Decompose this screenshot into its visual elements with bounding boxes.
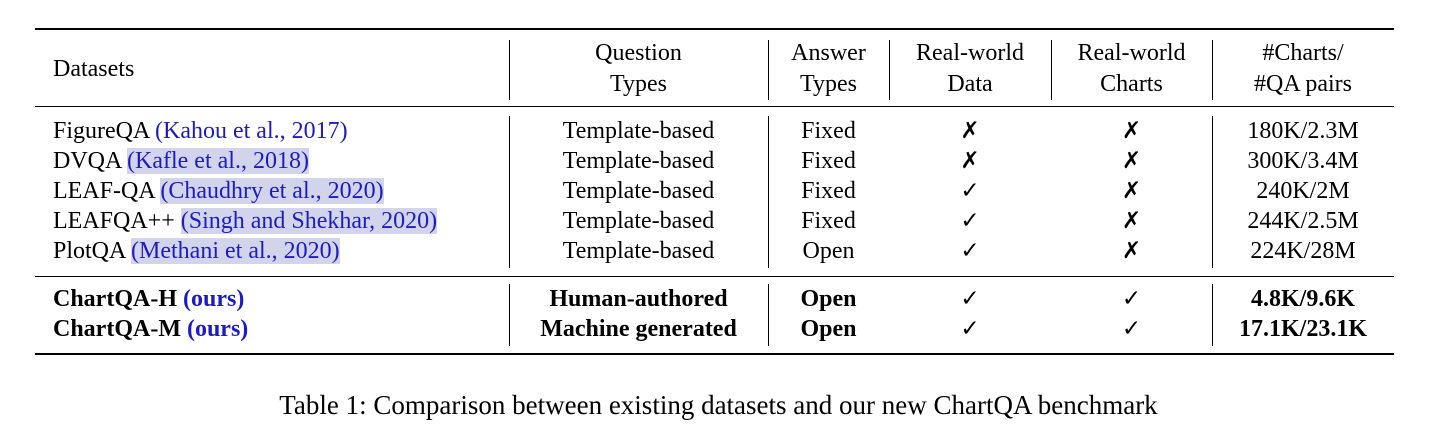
real-world-charts-mark: ✗ [1121, 118, 1142, 144]
question-type: Human-authored [549, 286, 728, 312]
header-charts-qa-pairs: #Charts/ #QA pairs [1212, 38, 1394, 100]
question-type: Template-based [562, 148, 715, 174]
top-rule [35, 28, 1394, 30]
charts-qa-count: 4.8K/9.6K [1250, 286, 1355, 312]
dataset-name: FigureQA (Kahou et al., 2017) [53, 116, 348, 146]
answer-type: Fixed [801, 178, 856, 204]
header-line: Answer [791, 40, 866, 66]
charts-qa-count: 300K/3.4M [1247, 148, 1359, 174]
answer-type: Fixed [801, 118, 856, 144]
charts-qa-count: 240K/2M [1256, 178, 1350, 204]
real-world-data-mark: ✓ [960, 208, 980, 234]
dataset-name: ChartQA-M (ours) [53, 314, 248, 344]
header-line: #Charts/ [1262, 40, 1344, 66]
dataset-name: DVQA (Kafle et al., 2018) [53, 146, 309, 176]
charts-qa-count: 180K/2.3M [1247, 118, 1359, 144]
header-real-world-charts: Real-world Charts [1051, 38, 1212, 100]
answer-type: Fixed [801, 208, 856, 234]
dataset-label: DVQA [53, 148, 122, 174]
real-world-data-mark: ✓ [960, 178, 980, 204]
column-separator [509, 116, 510, 268]
column-separator [1212, 40, 1213, 100]
real-world-charts-mark: ✓ [1121, 286, 1142, 312]
real-world-data-mark: ✓ [960, 316, 980, 342]
real-world-charts-mark: ✗ [1121, 178, 1142, 204]
header-datasets: Datasets [53, 56, 135, 82]
real-world-charts-mark: ✗ [1121, 208, 1142, 234]
header-line: Types [800, 71, 857, 97]
answer-type: Open [800, 286, 857, 312]
citation-link[interactable]: (Methani et al., 2020) [131, 238, 340, 264]
column-separator [1051, 40, 1052, 100]
real-world-charts-mark: ✓ [1121, 316, 1142, 342]
charts-qa-count: 224K/28M [1250, 238, 1356, 264]
header-line: Types [610, 71, 667, 97]
question-type: Template-based [562, 208, 715, 234]
dataset-name: PlotQA (Methani et al., 2020) [53, 236, 340, 266]
bottom-rule [35, 353, 1394, 355]
header-line: #QA pairs [1254, 71, 1352, 97]
header-line: Charts [1100, 71, 1163, 97]
column-separator [1212, 284, 1213, 346]
header-line: Data [947, 71, 993, 97]
citation-link[interactable]: (Singh and Shekhar, 2020) [180, 208, 438, 234]
dataset-label: LEAFQA++ [53, 208, 175, 234]
dataset-name: LEAFQA++ (Singh and Shekhar, 2020) [53, 206, 438, 236]
header-line: Real-world [916, 40, 1024, 66]
header-line: Question [595, 40, 682, 66]
citation-link[interactable]: (Chaudhry et al., 2020) [160, 178, 384, 204]
header-real-world-data: Real-world Data [889, 38, 1051, 100]
header-answer-types: Answer Types [768, 38, 889, 100]
charts-qa-count: 244K/2.5M [1247, 208, 1359, 234]
citation-link[interactable]: (Kafle et al., 2018) [127, 148, 309, 174]
column-separator [889, 40, 890, 100]
answer-type: Fixed [801, 148, 856, 174]
mid-rule [35, 276, 1394, 277]
header-rule [35, 106, 1394, 107]
answer-type: Open [802, 238, 855, 264]
header-question-types: Question Types [509, 38, 768, 100]
column-separator [768, 116, 769, 268]
charts-qa-count: 17.1K/23.1K [1238, 316, 1367, 342]
header-line: Real-world [1077, 40, 1186, 66]
question-type: Machine generated [540, 316, 737, 342]
real-world-charts-mark: ✗ [1121, 238, 1142, 264]
ours-tag: (ours) [186, 316, 249, 342]
real-world-data-mark: ✗ [960, 148, 980, 174]
dataset-label: PlotQA [53, 238, 126, 264]
real-world-data-mark: ✓ [960, 286, 980, 312]
column-separator [509, 40, 510, 100]
dataset-name: LEAF-QA (Chaudhry et al., 2020) [53, 176, 384, 206]
dataset-label: FigureQA [53, 118, 149, 144]
citation-link[interactable]: (Kahou et al., 2017) [155, 118, 348, 144]
question-type: Template-based [562, 238, 715, 264]
dataset-label: ChartQA-M [53, 316, 181, 342]
column-separator [1212, 116, 1213, 268]
table-caption: Table 1: Comparison between existing dat… [279, 390, 1158, 420]
question-type: Template-based [562, 118, 715, 144]
column-separator [509, 284, 510, 346]
real-world-data-mark: ✓ [960, 238, 980, 264]
column-separator [768, 284, 769, 346]
answer-type: Open [800, 316, 857, 342]
question-type: Template-based [562, 178, 715, 204]
dataset-label: ChartQA-H [53, 286, 177, 312]
column-separator [768, 40, 769, 100]
real-world-data-mark: ✗ [960, 118, 980, 144]
real-world-charts-mark: ✗ [1121, 148, 1142, 174]
dataset-label: LEAF-QA [53, 178, 155, 204]
ours-tag: (ours) [182, 286, 245, 312]
dataset-name: ChartQA-H (ours) [53, 284, 244, 314]
